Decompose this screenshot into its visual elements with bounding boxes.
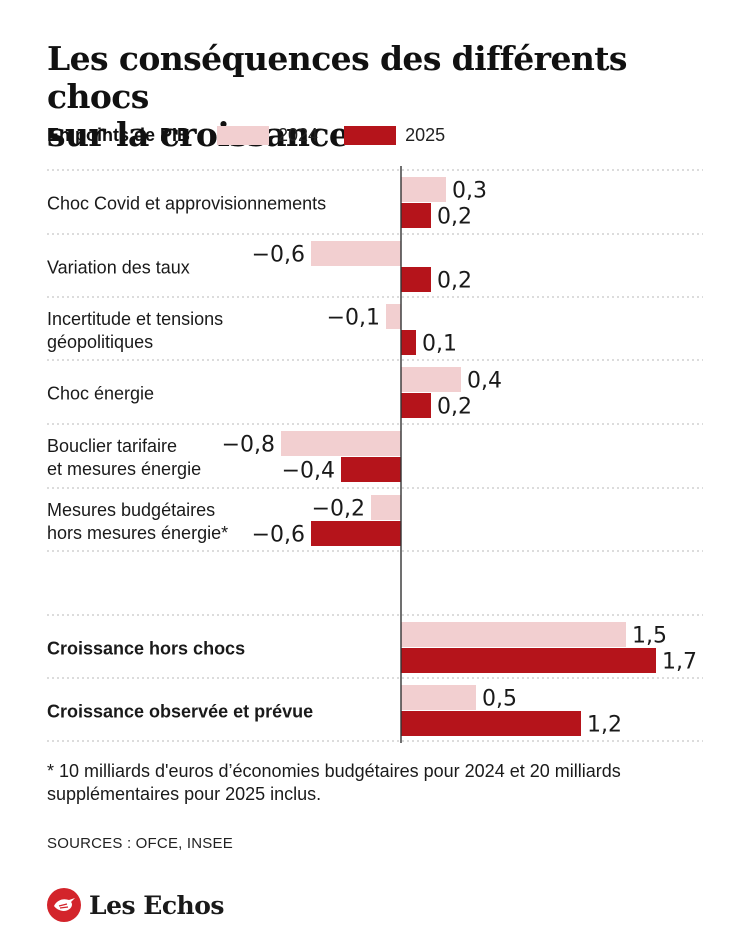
legend-swatch-2024	[217, 125, 270, 145]
unit-label: En points de PIB	[47, 124, 191, 145]
bar-2024	[371, 495, 401, 520]
legend-label-2024: 2024	[278, 124, 319, 145]
footnote-line-1: * 10 milliards d'euros d’économies budgé…	[47, 761, 621, 781]
category-label: Croissance observée et prévue	[47, 702, 313, 722]
category-label: Choc Covid et approvisionnements	[47, 194, 326, 214]
subtitle-legend-row: En points de PIB 2024 2025	[47, 122, 445, 148]
bar-2024	[281, 431, 401, 456]
data-label-2025: 0,1	[422, 332, 457, 357]
data-label-2024: −0,6	[252, 243, 305, 268]
data-label-2024: 1,5	[632, 624, 667, 649]
bar-2025	[401, 393, 431, 418]
bar-2024	[401, 622, 626, 647]
data-label-2024: 0,5	[482, 687, 517, 712]
bar-2024	[401, 177, 446, 202]
bar-2024	[386, 304, 401, 329]
data-label-2025: 1,7	[662, 650, 697, 675]
bar-2025	[401, 648, 656, 673]
data-label-2024: −0,2	[312, 497, 365, 522]
bar-2025	[401, 267, 431, 292]
category-label: Choc énergie	[47, 384, 154, 404]
data-label-2025: 1,2	[587, 713, 622, 738]
legend-item-2025: 2025	[344, 125, 445, 146]
category-label: géopolitiques	[47, 332, 153, 352]
brand-name: Les Echos	[89, 890, 224, 920]
bar-2024	[401, 685, 476, 710]
footnote: * 10 milliards d'euros d’économies budgé…	[47, 760, 727, 806]
category-label: Bouclier tarifaire	[47, 436, 177, 456]
category-label: hors mesures énergie*	[47, 523, 228, 543]
chart-title-line-1: Les conséquences des différents chocs	[47, 39, 627, 116]
bar-chart: Choc Covid et approvisionnements 0,30,2Va…	[47, 166, 703, 743]
category-label: et mesures énergie	[47, 459, 201, 479]
data-label-2025: 0,2	[437, 269, 472, 294]
chart-title-line-2: sur la croissance	[47, 115, 350, 154]
les-echos-logo: Les Echos	[47, 888, 224, 922]
data-label-2025: 0,2	[437, 205, 472, 230]
bar-2025	[311, 521, 401, 546]
data-label-2024: 0,3	[452, 179, 487, 204]
data-label-2025: −0,6	[252, 523, 305, 548]
sources-note: SOURCES : OFCE, INSEE	[47, 835, 233, 852]
data-label-2024: 0,4	[467, 369, 502, 394]
legend-swatch-2025	[344, 125, 397, 145]
bar-2025	[341, 457, 401, 482]
data-label-2024: −0,1	[327, 306, 380, 331]
category-label: Variation des taux	[47, 258, 190, 278]
category-label: Croissance hors chocs	[47, 639, 245, 659]
data-label-2025: 0,2	[437, 395, 472, 420]
footnote-line-2: supplémentaires pour 2025 inclus.	[47, 784, 322, 804]
legend-item-2024: 2024	[217, 125, 318, 146]
legend-label-2025: 2025	[405, 124, 446, 145]
bar-2025	[401, 711, 581, 736]
data-label-2025: −0,4	[282, 459, 335, 484]
chart-title: Les conséquences des différents chocs su…	[47, 40, 727, 154]
bar-2024	[401, 367, 461, 392]
category-label: Incertitude et tensions	[47, 309, 223, 329]
les-echos-bird-logo-icon	[47, 888, 81, 922]
bar-2025	[401, 330, 416, 355]
bar-2024	[311, 241, 401, 266]
category-label: Mesures budgétaires	[47, 500, 215, 520]
data-label-2024: −0,8	[222, 433, 275, 458]
bar-2025	[401, 203, 431, 228]
